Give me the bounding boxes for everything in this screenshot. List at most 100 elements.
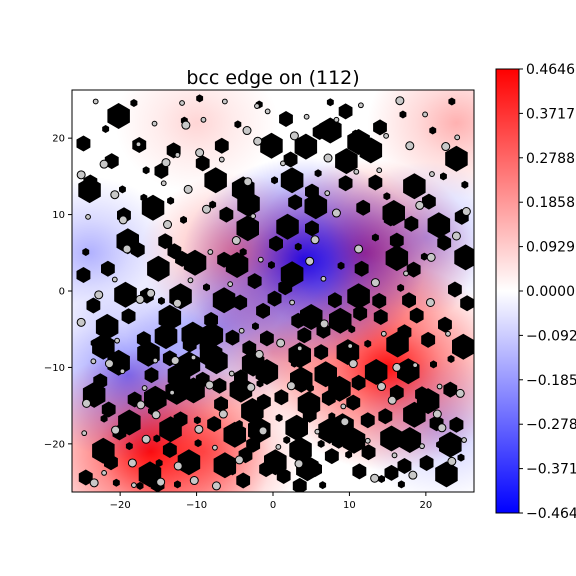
atom-hexagon-small xyxy=(383,192,391,201)
atom-hexagon-medium xyxy=(378,408,393,425)
atom-hexagon-medium xyxy=(389,232,404,249)
atom-hexagon-large xyxy=(280,167,304,194)
atom-hexagon-small xyxy=(447,355,455,363)
colorbar-tick-label: −0.278 xyxy=(526,417,576,433)
atom-circle-large xyxy=(392,362,402,372)
x-tick-label: 10 xyxy=(343,500,356,511)
atom-hexagon-small xyxy=(125,442,133,451)
atom-circle-large xyxy=(211,481,221,491)
atom-circle-large xyxy=(395,96,405,106)
atom-circle-small xyxy=(257,256,264,263)
x-tick-label: 0 xyxy=(270,500,276,511)
atom-hexagon-small xyxy=(275,413,283,422)
atom-hexagon-medium xyxy=(175,250,189,267)
atom-hexagon-small xyxy=(461,180,469,189)
atom-circle-large xyxy=(243,177,253,187)
atom-hexagon-large xyxy=(95,313,119,340)
atom-hexagon-medium xyxy=(404,215,419,232)
atom-circle-large xyxy=(195,148,205,158)
atom-hexagon-small xyxy=(457,453,465,462)
atom-hexagon-small xyxy=(203,283,210,292)
atom-circle-large xyxy=(202,204,212,214)
atom-hexagon-medium xyxy=(443,381,458,398)
atom-hexagon-large xyxy=(229,376,253,403)
atom-circle-large xyxy=(331,208,341,218)
atom-hexagon-large xyxy=(445,145,468,172)
atom-circle-small xyxy=(207,249,214,255)
atom-circle-large xyxy=(408,470,418,480)
atom-circle-large xyxy=(94,290,104,300)
atom-hexagon-large xyxy=(205,348,228,375)
atom-hexagon-small xyxy=(397,283,405,292)
atom-hexagon-medium xyxy=(83,174,98,191)
atom-hexagon-medium xyxy=(368,174,383,191)
atom-circle-large xyxy=(305,256,315,266)
atom-hexagon-medium xyxy=(354,260,369,277)
atom-hexagon-medium xyxy=(217,251,231,268)
atom-hexagon-medium xyxy=(214,137,229,154)
atom-hexagon-small xyxy=(119,185,126,194)
plot-area xyxy=(71,89,475,493)
atom-circle-small xyxy=(289,299,296,306)
x-tick-label: 20 xyxy=(419,500,432,511)
atom-circle-large xyxy=(173,461,183,471)
atom-circle-small xyxy=(296,345,303,352)
atom-hexagon-medium xyxy=(212,377,227,394)
atom-hexagon-medium xyxy=(225,329,240,346)
atom-hexagon-small xyxy=(364,339,372,348)
x-tick-label: −10 xyxy=(186,500,207,511)
atom-circle-large xyxy=(82,398,92,408)
atom-hexagon-medium xyxy=(158,233,173,250)
atom-hexagon-large xyxy=(435,461,458,488)
atom-circle-large xyxy=(258,426,268,436)
atom-circle-small xyxy=(169,389,176,396)
atom-hexagon-medium xyxy=(353,305,368,322)
atom-circle-large xyxy=(354,244,364,254)
atom-hexagon-medium xyxy=(438,316,452,333)
atom-hexagon-medium xyxy=(437,234,452,251)
atom-hexagon-large xyxy=(380,425,403,452)
atom-circle-large xyxy=(189,476,199,486)
atom-circle-small xyxy=(403,270,409,277)
atom-circle-large xyxy=(294,459,304,469)
atom-circle-large xyxy=(170,356,180,366)
atom-circle-large xyxy=(387,395,397,405)
atom-hexagon-medium xyxy=(324,448,339,465)
atom-hexagon-small xyxy=(314,169,322,178)
atom-hexagon-large xyxy=(255,359,279,385)
atom-hexagon-large xyxy=(359,137,383,164)
colorbar-gradient xyxy=(495,68,520,514)
atom-hexagon-medium xyxy=(234,369,248,386)
atom-circle-small xyxy=(314,428,321,435)
atom-hexagon-large xyxy=(347,283,370,310)
atom-hexagon-medium xyxy=(173,411,188,428)
atom-hexagon-large xyxy=(204,167,227,194)
atom-circle-small xyxy=(85,213,91,220)
atom-circle-large xyxy=(405,141,415,151)
atom-circle-large xyxy=(289,131,299,141)
atom-circle-large xyxy=(181,120,191,130)
atom-hexagon-small xyxy=(345,450,353,459)
atom-hexagon-medium xyxy=(419,455,434,471)
atom-circle-large xyxy=(377,382,387,392)
atom-circle-large xyxy=(172,298,182,308)
atom-circle-large xyxy=(254,349,264,359)
atom-hexagon-large xyxy=(260,132,283,159)
atom-hexagon-medium xyxy=(409,307,424,324)
atom-circle-small xyxy=(119,368,126,375)
y-axis: −20 −10 0 10 20 xyxy=(44,134,72,450)
atom-hexagon-medium xyxy=(360,412,375,429)
atom-circle-small xyxy=(151,120,158,127)
atom-hexagon-small xyxy=(112,478,120,487)
atom-circle-large xyxy=(340,417,350,427)
atom-circle-small xyxy=(238,327,245,334)
atom-hexagon-large xyxy=(107,103,130,129)
atom-hexagon-medium xyxy=(356,199,371,216)
atom-hexagon-medium xyxy=(236,472,251,489)
atom-hexagon-small xyxy=(294,242,302,251)
atom-circle-small xyxy=(90,358,97,365)
atom-circle-small xyxy=(111,276,118,283)
atom-circle-large xyxy=(118,215,128,225)
atom-circle-large xyxy=(432,409,442,419)
